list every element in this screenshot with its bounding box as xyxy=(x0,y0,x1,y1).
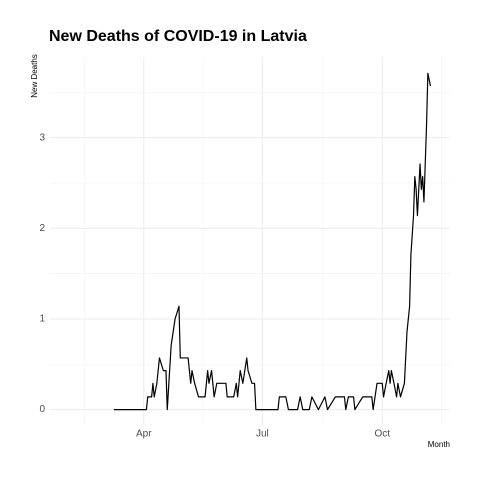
y-tick-label: 2 xyxy=(39,223,45,234)
x-tick-label: Apr xyxy=(136,429,152,440)
y-tick-label: 0 xyxy=(39,404,45,415)
y-tick-label: 3 xyxy=(39,132,45,143)
x-tick-label: Jul xyxy=(256,429,269,440)
x-axis-label: Month xyxy=(428,440,450,449)
y-axis-label: New Deaths xyxy=(30,54,39,98)
x-tick-label: Oct xyxy=(374,429,390,440)
y-tick-label: 1 xyxy=(39,314,45,325)
data-line xyxy=(113,72,432,411)
chart-title: New Deaths of COVID-19 in Latvia xyxy=(49,28,307,45)
